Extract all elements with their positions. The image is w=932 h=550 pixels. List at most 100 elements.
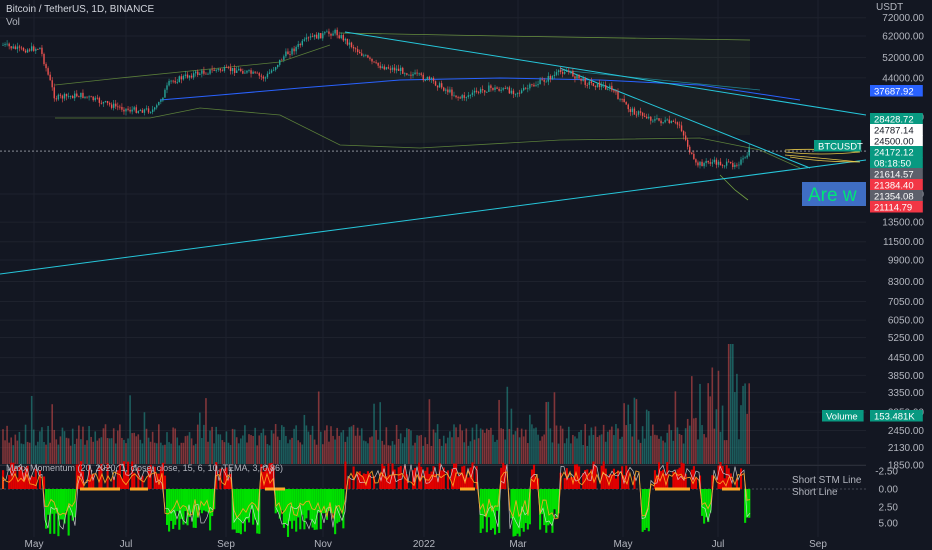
candle <box>330 33 332 36</box>
volume-bar <box>723 440 726 464</box>
momentum-bar <box>65 489 68 512</box>
candle <box>221 70 224 72</box>
volume-bar <box>492 434 494 464</box>
volume-bar <box>315 444 318 464</box>
candle <box>559 70 562 73</box>
momentum-bar <box>399 466 402 489</box>
candle <box>580 78 582 81</box>
volume-bar <box>110 438 113 464</box>
price-axis-label: 6050.00 <box>888 316 925 327</box>
candle <box>533 84 535 87</box>
momentum-bar <box>703 489 706 524</box>
volume-bar <box>328 441 330 464</box>
momentum-bar <box>364 473 367 489</box>
candle <box>164 89 166 98</box>
candle <box>270 70 273 73</box>
candle <box>299 44 301 46</box>
candle <box>375 62 377 64</box>
candle <box>740 159 742 165</box>
volume-bar <box>533 428 535 464</box>
momentum-bar <box>621 466 624 489</box>
candle <box>6 43 8 45</box>
candle <box>172 80 174 82</box>
candle <box>96 97 98 99</box>
price-tag-label: 24787.14 <box>874 126 914 137</box>
candle <box>363 55 365 57</box>
volume-bar <box>613 435 615 464</box>
candle <box>728 161 730 163</box>
candle <box>498 88 500 91</box>
volume-bar <box>24 424 27 464</box>
candle <box>588 81 590 85</box>
candle <box>322 33 324 39</box>
momentum-bar <box>245 489 249 520</box>
volume-bar <box>244 425 246 464</box>
candle <box>309 36 312 38</box>
momentum-bar <box>196 489 199 518</box>
momentum-bar <box>327 489 331 511</box>
volume-bar <box>674 391 677 464</box>
volume-bar <box>18 431 21 464</box>
candle <box>78 96 80 98</box>
volume-bar <box>522 436 525 464</box>
momentum-bar <box>170 489 173 521</box>
candle <box>633 108 636 115</box>
volume-bar <box>381 440 384 464</box>
momentum-bar <box>643 489 646 530</box>
candle <box>293 48 295 52</box>
volume-bar <box>709 396 712 464</box>
momentum-bar <box>617 470 620 489</box>
volume-bar <box>237 443 240 464</box>
candle <box>648 116 650 119</box>
candle <box>180 76 183 80</box>
candle <box>14 46 16 49</box>
candle <box>248 70 250 72</box>
volume-bar <box>606 431 609 464</box>
momentum-bar <box>535 477 538 489</box>
candle <box>426 76 429 81</box>
volume-bar <box>623 403 625 464</box>
volume-bar <box>479 428 482 464</box>
volume-bar <box>660 436 662 464</box>
volume-bar <box>412 445 414 464</box>
volume-bar <box>401 443 404 464</box>
indicator-label: Maxx Momentum (20, 2020, 1, close, close… <box>6 463 283 473</box>
momentum-bar <box>426 467 429 489</box>
candle <box>424 80 426 81</box>
candle <box>133 107 135 110</box>
volume-bar <box>691 376 693 464</box>
volume-bar <box>652 424 654 464</box>
volume-bar <box>719 431 722 464</box>
volume-bar <box>182 442 185 464</box>
candle <box>422 74 424 81</box>
volume-bar <box>537 434 539 464</box>
volume-bar <box>670 430 673 464</box>
candle <box>594 86 597 88</box>
momentum-bar <box>432 466 435 489</box>
volume-bar <box>260 432 263 464</box>
volume-bar <box>725 440 728 464</box>
volume-bar <box>668 424 671 464</box>
volume-bar <box>311 425 314 464</box>
volume-bar <box>729 344 732 464</box>
volume-bar <box>387 445 390 464</box>
candle <box>543 79 545 82</box>
price-tag-label: 21614.57 <box>874 170 914 181</box>
volume-bar <box>6 425 8 464</box>
candle <box>484 90 486 93</box>
candle <box>139 110 142 112</box>
candle <box>572 70 574 77</box>
momentum-bar <box>717 465 720 489</box>
momentum-bar <box>209 489 212 531</box>
candle <box>223 67 226 71</box>
fan-line <box>559 69 761 91</box>
volume-bar <box>488 430 490 464</box>
candle <box>742 158 744 160</box>
momentum-bar <box>69 489 72 516</box>
volume-bar <box>221 440 224 464</box>
volume-bar <box>363 440 365 464</box>
price-tag <box>870 124 923 136</box>
candle <box>246 70 248 73</box>
candle <box>160 100 162 102</box>
